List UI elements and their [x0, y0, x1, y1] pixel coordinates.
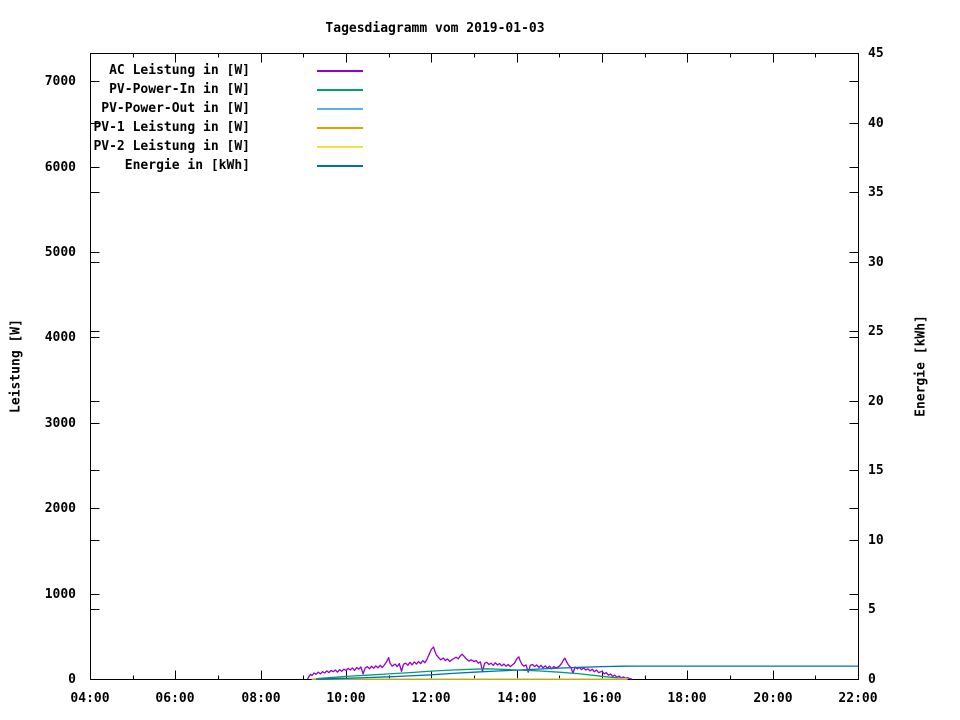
y2-tick-label: 15: [868, 463, 884, 478]
series-line-pv-power-in-in-w: [311, 668, 628, 680]
y2-tick-label: 35: [868, 185, 884, 200]
x-tick-label: 06:00: [155, 691, 194, 706]
y2-tick-label: 10: [868, 533, 884, 548]
legend-color-sample: [317, 127, 363, 129]
y2-tick-label: 40: [868, 116, 884, 131]
legend-label: PV-Power-Out in [W]: [101, 101, 250, 116]
legend-color-sample: [317, 146, 363, 148]
legend-label: PV-Power-In in [W]: [109, 82, 250, 97]
y2-axis-title: Energie [kWh]: [913, 315, 929, 417]
y2-tick-label: 5: [868, 602, 876, 617]
legend-label: AC Leistung in [W]: [109, 63, 250, 78]
y-tick-label: 3000: [45, 416, 76, 431]
x-tick-label: 10:00: [326, 691, 365, 706]
x-tick-label: 18:00: [667, 691, 706, 706]
y2-tick-label: 0: [868, 672, 876, 687]
y-tick-label: 5000: [45, 245, 76, 260]
x-tick-label: 04:00: [70, 691, 109, 706]
y2-tick-label: 30: [868, 255, 884, 270]
y-axis-title: Leistung [W]: [8, 319, 24, 413]
y-tick-label: 0: [68, 672, 76, 687]
y-tick-label: 4000: [45, 330, 76, 345]
y-tick-label: 2000: [45, 501, 76, 516]
legend-label: PV-2 Leistung in [W]: [93, 139, 250, 154]
legend-label: PV-1 Leistung in [W]: [93, 120, 250, 135]
x-tick-label: 16:00: [582, 691, 621, 706]
series-line-energie-in-kwh: [316, 665, 858, 680]
x-tick-label: 12:00: [411, 691, 450, 706]
legend-color-sample: [317, 89, 363, 91]
y2-tick-label: 20: [868, 394, 884, 409]
y-tick-label: 6000: [45, 160, 76, 175]
legend-label: Energie in [kWh]: [124, 158, 250, 173]
chart-title: Tagesdiagramm vom 2019-01-03: [325, 21, 545, 36]
legend-color-sample: [317, 70, 363, 72]
x-tick-label: 08:00: [241, 691, 280, 706]
y2-tick-label: 25: [868, 324, 884, 339]
y-tick-label: 7000: [45, 74, 76, 89]
y2-tick-label: 45: [868, 46, 884, 61]
x-tick-label: 14:00: [497, 691, 536, 706]
y-tick-label: 1000: [45, 587, 76, 602]
x-tick-label: 20:00: [753, 691, 792, 706]
x-tick-label: 22:00: [838, 691, 877, 706]
legend-color-sample: [317, 165, 363, 167]
legend-color-sample: [317, 108, 363, 110]
